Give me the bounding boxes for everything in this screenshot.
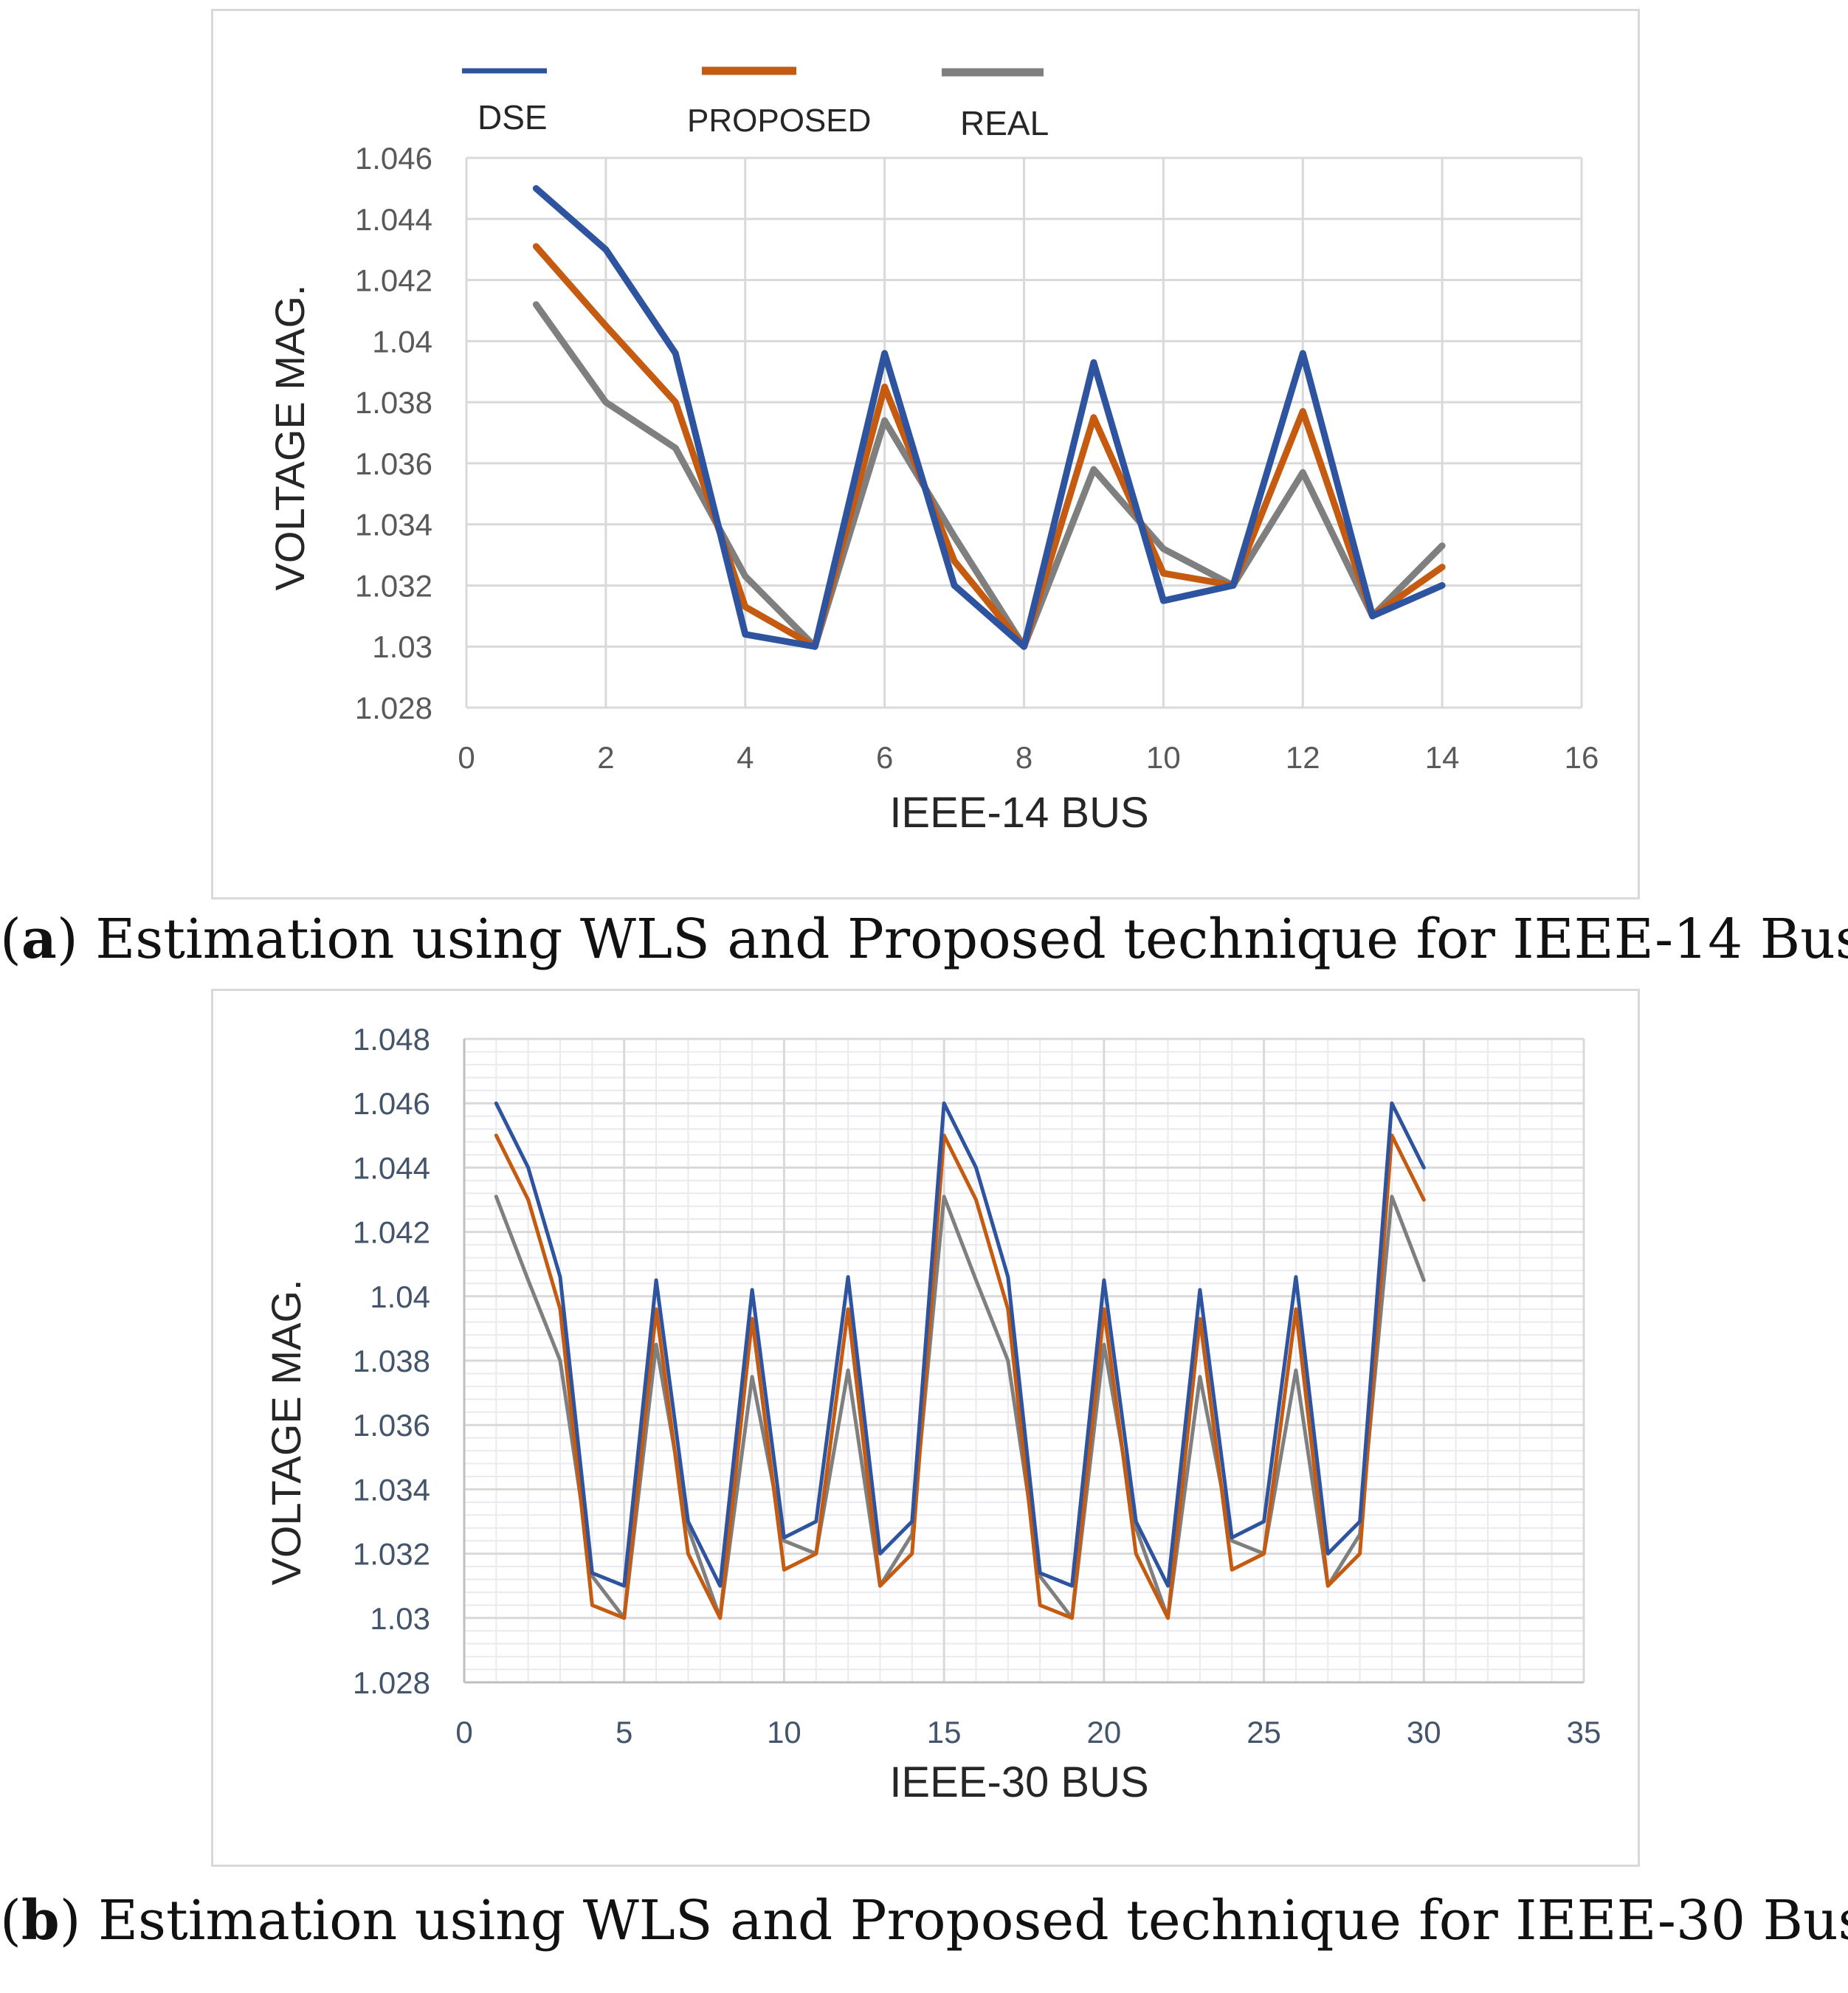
legend-label-proposed: PROPOSED (687, 103, 871, 139)
y-tick-label: 1.028 (355, 691, 432, 725)
y-tick-label: 1.034 (355, 508, 432, 542)
series-line-dse (532, 184, 1446, 650)
caption-open-paren: ( (0, 1889, 21, 1952)
x-axis-label: IEEE-14 BUS (889, 789, 1148, 837)
caption-text: Estimation using WLS and Proposed techni… (80, 1889, 1848, 1952)
chart-panel-ieee14: 1.028 1.03 1.032 1.034 1.036 1.038 1.04 1.042 1.… (211, 9, 1640, 899)
x-tick-label: 20 (1086, 1715, 1121, 1750)
x-tick-label: 10 (1146, 740, 1181, 775)
x-axis-label: IEEE-30 BUS (889, 1758, 1148, 1806)
x-tick-label: 15 (927, 1715, 962, 1750)
caption-letter: a (21, 908, 57, 971)
x-tick-label: 14 (1425, 740, 1460, 775)
y-tick-label: 1.03 (372, 629, 432, 664)
x-tick-label: 25 (1247, 1715, 1281, 1750)
series-line-real (532, 301, 1446, 650)
x-tick-label: 5 (616, 1715, 632, 1750)
caption-text: Estimation using WLS and Proposed techni… (77, 908, 1848, 971)
series-line-proposed (494, 1133, 1426, 1620)
x-tick-label: 2 (597, 740, 614, 775)
y-tick-label: 1.032 (353, 1537, 430, 1572)
legend-label-real: REAL (960, 104, 1049, 142)
y-tick-label: 1.036 (353, 1408, 430, 1443)
x-tick-label: 10 (767, 1715, 801, 1750)
y-tick-label: 1.042 (355, 263, 432, 298)
x-tick-label: 4 (737, 740, 754, 775)
y-tick-label: 1.04 (372, 324, 432, 359)
caption-open-paren: ( (0, 908, 21, 971)
caption-close-paren: ) (59, 1889, 81, 1952)
y-tick-label: 1.042 (353, 1215, 430, 1250)
figure-caption-b: (b) Estimation using WLS and Proposed te… (0, 1889, 1848, 1952)
caption-close-paren: ) (56, 908, 78, 971)
y-tick-label: 1.046 (353, 1086, 430, 1121)
series-line-proposed (532, 243, 1446, 650)
x-tick-label: 6 (876, 740, 893, 775)
y-tick-label: 1.044 (355, 202, 432, 237)
legend-label-dse: DSE (477, 98, 548, 137)
x-tick-label: 30 (1407, 1715, 1441, 1750)
y-tick-label: 1.044 (353, 1150, 430, 1185)
y-tick-label: 1.034 (353, 1472, 430, 1507)
figure-caption-a: (a) Estimation using WLS and Proposed te… (0, 908, 1848, 971)
x-tick-label: 8 (1016, 740, 1032, 775)
y-tick-label: 1.032 (355, 568, 432, 603)
x-tick-label: 0 (458, 740, 475, 775)
y-tick-label: 1.048 (353, 1022, 430, 1057)
x-tick-label: 12 (1286, 740, 1320, 775)
chart-ieee30: 1.028 1.03 1.032 1.034 1.036 1.038 1.04 1.042 1.… (263, 1022, 1602, 1806)
y-axis-label: VOLTAGE MAG. (266, 285, 313, 591)
x-tick-label: 35 (1567, 1715, 1602, 1750)
y-tick-label: 1.046 (355, 141, 432, 176)
x-tick-label: 16 (1565, 740, 1599, 775)
chart-panel-ieee30: 1.028 1.03 1.032 1.034 1.036 1.038 1.04 1.042 1.… (211, 989, 1640, 1867)
series-line-dse (494, 1101, 1426, 1588)
y-tick-label: 1.038 (353, 1344, 430, 1378)
x-tick-label: 0 (455, 1715, 472, 1750)
y-tick-label: 1.03 (370, 1601, 430, 1636)
y-tick-label: 1.028 (353, 1665, 430, 1700)
y-axis-label: VOLTAGE MAG. (263, 1279, 309, 1586)
caption-letter: b (21, 1889, 60, 1952)
y-tick-label: 1.036 (355, 446, 432, 481)
chart-ieee14: 1.028 1.03 1.032 1.034 1.036 1.038 1.04 1.042 1.… (266, 66, 1599, 837)
y-tick-label: 1.038 (355, 385, 432, 420)
y-tick-label: 1.04 (370, 1279, 430, 1314)
